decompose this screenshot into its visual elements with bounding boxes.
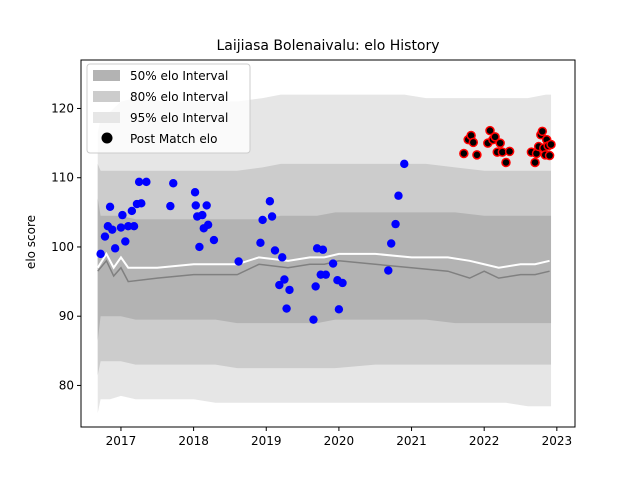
band-50: [97, 198, 552, 341]
data-point: [124, 221, 133, 231]
data-point: [472, 150, 482, 160]
median-line: [97, 259, 550, 283]
data-point: [195, 242, 204, 252]
mean-line: [96, 251, 550, 270]
y-axis: 80 90 100 110 120: [51, 101, 81, 392]
data-point: [118, 210, 127, 220]
data-point: [485, 125, 495, 136]
data-point: [282, 304, 291, 313]
data-point: [387, 239, 396, 248]
data-point: [198, 210, 207, 220]
data-point: [137, 199, 146, 208]
y-tick-label: 90: [59, 309, 74, 323]
data-point: [265, 197, 275, 206]
data-point: [166, 201, 175, 211]
data-point: [275, 280, 284, 290]
legend-label-80: 80% elo Interval: [130, 90, 228, 104]
data-point: [468, 137, 479, 148]
data-point: [190, 188, 200, 197]
legend-swatch-50: [93, 70, 120, 81]
chart-title: Laijiasa Bolenaivalu: elo History: [216, 38, 439, 54]
data-point: [129, 221, 139, 231]
data-point: [318, 245, 328, 254]
interval-bands: [97, 94, 552, 414]
legend-label-50: 50% elo Interval: [130, 69, 228, 83]
data-point: [311, 282, 320, 291]
data-point: [258, 215, 267, 225]
data-point: [203, 220, 213, 230]
data-point: [100, 232, 110, 241]
data-point: [270, 246, 280, 255]
data-point: [116, 223, 126, 232]
legend-label-95: 95% elo Interval: [130, 111, 228, 125]
y-tick-label: 100: [51, 240, 74, 254]
data-point: [202, 201, 211, 210]
x-tick-label: 2017: [106, 434, 137, 448]
y-tick-label: 80: [59, 378, 74, 392]
data-point: [537, 126, 548, 137]
data-point: [321, 270, 331, 279]
data-point: [127, 206, 137, 216]
x-tick-label: 2023: [542, 434, 573, 448]
x-tick-label: 2021: [396, 434, 427, 448]
data-point: [108, 225, 117, 234]
x-axis: 2017 2018 2019 2020 2021 2022 2023: [106, 427, 572, 448]
data-point: [501, 157, 511, 168]
data-point: [96, 249, 105, 259]
data-point: [110, 244, 120, 253]
data-point: [267, 212, 277, 221]
data-point: [234, 257, 243, 266]
legend-marker-post-match: [101, 132, 113, 144]
data-point: [121, 237, 130, 246]
data-point: [334, 305, 344, 314]
data-point: [191, 201, 200, 210]
data-point: [169, 179, 178, 188]
data-point: [280, 275, 289, 284]
data-point: [530, 157, 540, 168]
data-point: [338, 278, 347, 288]
legend-swatch-95: [93, 112, 120, 123]
legend: 50% elo Interval 80% elo Interval 95% el…: [86, 63, 251, 154]
post-match-points: [96, 125, 556, 324]
data-point: [400, 159, 409, 169]
data-point: [384, 266, 393, 275]
data-point: [209, 235, 219, 245]
x-tick-label: 2019: [251, 434, 282, 448]
data-point: [134, 177, 144, 187]
data-point: [285, 285, 294, 295]
data-point: [544, 150, 555, 161]
legend-box: [86, 63, 251, 154]
axes-frame: [80, 59, 576, 428]
data-point: [391, 219, 400, 229]
data-point: [256, 238, 265, 248]
data-point: [309, 315, 318, 324]
data-point: [105, 202, 115, 211]
trend-lines: [96, 251, 550, 283]
data-point: [459, 148, 469, 159]
data-point: [490, 132, 500, 142]
y-tick-label: 120: [51, 101, 74, 115]
data-point: [504, 146, 515, 157]
y-tick-label: 110: [51, 171, 74, 185]
legend-swatch-80: [93, 91, 120, 102]
plot-area: [96, 94, 556, 414]
y-axis-label: elo score: [24, 215, 38, 269]
x-tick-label: 2022: [469, 434, 500, 448]
data-point: [142, 177, 151, 187]
x-tick-label: 2020: [324, 434, 355, 448]
data-point: [495, 138, 505, 148]
data-point: [278, 253, 287, 262]
legend-label-post-match: Post Match elo: [130, 132, 217, 146]
data-point: [394, 191, 403, 200]
data-point: [328, 259, 338, 268]
x-tick-label: 2018: [178, 434, 209, 448]
data-point: [546, 139, 556, 150]
